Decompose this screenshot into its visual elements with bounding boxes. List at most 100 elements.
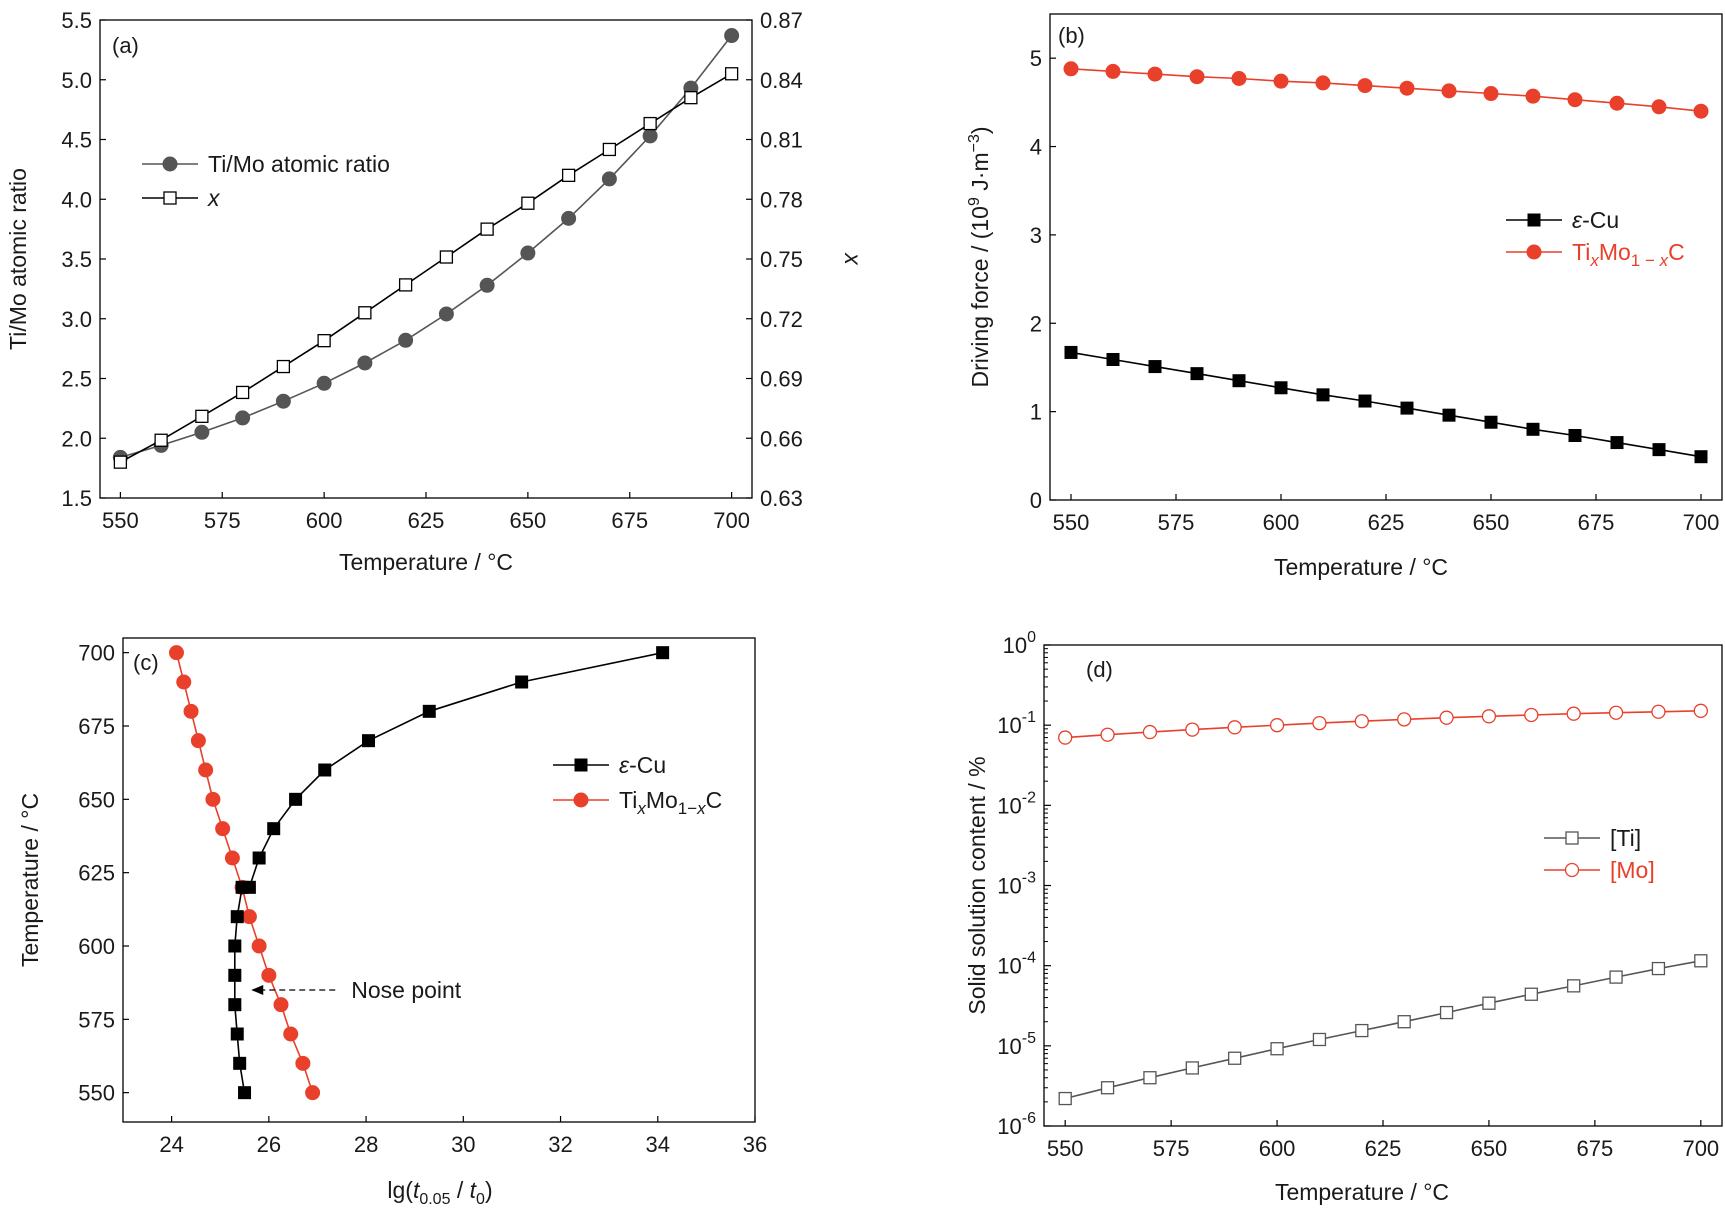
legend-label: TixMo1−xC [619,787,722,818]
data-point [1189,69,1205,85]
series-line [1070,351,1702,458]
data-point [261,967,277,983]
y-tick-label: 4.0 [61,187,92,212]
data-point [176,674,192,690]
y-tick-label: 1.5 [61,486,92,511]
series-epsilon-cu [228,646,670,1100]
x-axis-label: Temperature / °C [339,549,513,575]
x-axis-label: lg(t0.05 / t0) [387,1177,492,1208]
data-point [398,332,414,348]
data-point [601,171,617,187]
data-point [480,222,494,236]
data-point [1354,714,1369,729]
y2-tick-label: 0.87 [760,8,803,33]
panel-a: 550 575 600 625 650 675 700 1.5 2.0 2.5 3.0 3.5 4.0 4… [5,8,866,575]
y-tick-label: 10-2 [997,789,1036,818]
data-point [1694,450,1708,464]
data-point [224,850,240,866]
x-tick-label: 575 [1158,510,1195,535]
y-tick-label: 550 [78,1081,115,1106]
x-tick-label: 650 [1473,510,1510,535]
data-point [1441,83,1457,99]
x-tick-label: 675 [1577,1136,1614,1161]
data-point [1694,954,1708,968]
data-point [1524,987,1538,1001]
data-point [295,1055,311,1071]
y-tick-label: 3.5 [61,247,92,272]
data-point [1481,709,1497,724]
data-point [684,91,698,105]
data-point [228,939,242,953]
y-axis-label: Driving force / (109 J·m−3) [966,126,993,387]
data-point [1651,99,1667,115]
data-point [1100,727,1115,742]
data-point [289,792,303,806]
data-point [520,245,536,261]
y-tick-label: 4 [1030,135,1042,160]
data-point [1315,75,1331,91]
data-point [276,359,291,374]
y2-tick-label: 0.81 [760,128,803,153]
data-point [724,67,739,81]
series-line [120,73,733,463]
data-point [642,128,658,144]
data-point [1524,707,1539,723]
data-point [422,704,436,718]
x-tick-label: 600 [306,508,343,533]
data-point [1273,73,1289,89]
x-tick-label: 700 [713,508,750,533]
data-point [183,703,199,719]
y-tick-label: 10-5 [997,1030,1036,1059]
x-tick-label: 550 [1047,1136,1084,1161]
y-tick-label: 5.0 [61,68,92,93]
y2-tick-label: 0.66 [760,426,803,451]
data-point [1058,730,1073,745]
data-point [724,28,740,44]
data-point [1185,1061,1199,1075]
data-point [357,355,373,371]
data-point [1312,715,1327,731]
data-point [1442,408,1456,422]
legend-label: [Ti] [1610,825,1641,851]
data-point [362,734,376,748]
y-tick-label: 650 [78,787,115,812]
legend: ε-Cu TixMo1−xC [553,752,722,818]
legend-label: ε-Cu [619,752,666,778]
data-point [283,1026,299,1042]
data-point [230,910,244,924]
data-point [305,1085,321,1101]
annotation-label: Nose point [351,977,462,1003]
data-point [1400,401,1414,415]
data-point [1568,428,1582,442]
data-point [267,822,281,836]
data-point [241,909,257,925]
y2-axis-label: x [840,252,866,266]
data-point [398,278,413,292]
data-point [1147,66,1163,82]
series-line [1065,960,1701,1100]
data-point [1063,61,1079,77]
series-tixmo1-xc [1063,61,1709,119]
y-axis-label: Solid solution content / % [964,756,990,1014]
y-tick-label: 675 [78,714,115,739]
y-tick-label: 4.5 [61,128,92,153]
y-axis-label: Temperature / °C [17,793,43,967]
data-point [318,763,332,777]
series-line [234,651,663,1093]
x-tick-label: 700 [1683,510,1720,535]
data-point [1100,1081,1115,1095]
y2-tick-label: 0.78 [760,187,803,212]
data-point [1482,996,1496,1010]
x-tick-label: 550 [1053,510,1090,535]
data-point [1064,345,1078,359]
data-point [1567,979,1581,993]
x-tick-label: 36 [743,1132,767,1157]
series-tixmo1-xc [168,645,321,1101]
data-point [1274,381,1288,395]
series-line [175,652,314,1093]
legend-label: Ti/Mo atomic ratio [208,151,390,177]
y2-tick-label: 0.72 [760,307,803,332]
data-point [228,968,242,982]
series-epsilon-cu [1064,345,1708,464]
data-point [1316,388,1330,402]
